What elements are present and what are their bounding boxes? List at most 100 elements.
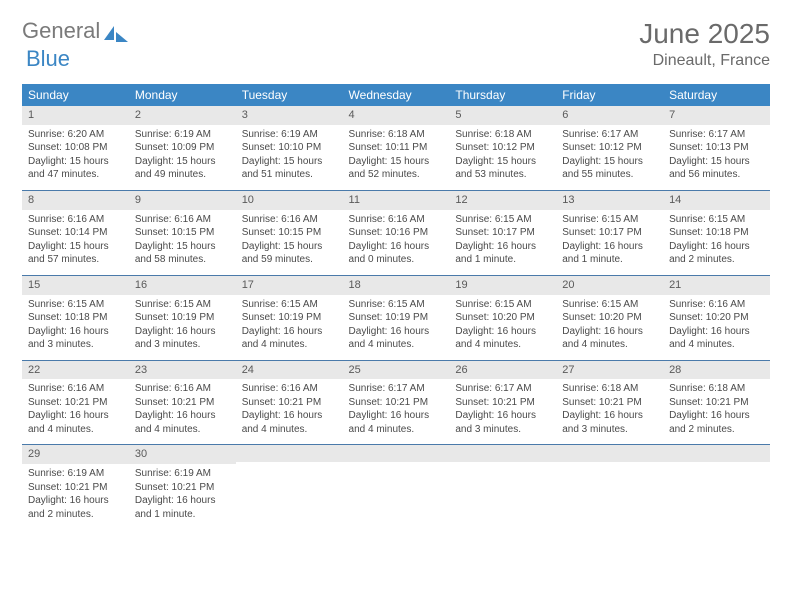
sunrise-line: Sunrise: 6:16 AM	[28, 382, 123, 396]
location: Dineault, France	[639, 52, 770, 70]
day-cell: 26Sunrise: 6:17 AMSunset: 10:21 PMDaylig…	[449, 360, 556, 445]
sunrise-line: Sunrise: 6:16 AM	[669, 298, 764, 312]
sunrise-line: Sunrise: 6:19 AM	[28, 467, 123, 481]
day-content: Sunrise: 6:18 AMSunset: 10:21 PMDaylight…	[663, 379, 770, 444]
day-number: 15	[22, 276, 129, 295]
logo: General	[22, 18, 130, 44]
day-number: 9	[129, 191, 236, 210]
daylight-line: Daylight: 16 hours and 1 minute.	[135, 494, 230, 521]
sunrise-line: Sunrise: 6:19 AM	[135, 128, 230, 142]
day-cell: 8Sunrise: 6:16 AMSunset: 10:14 PMDayligh…	[22, 190, 129, 275]
daylight-line: Daylight: 16 hours and 2 minutes.	[28, 494, 123, 521]
day-number: 26	[449, 361, 556, 380]
day-number: 27	[556, 361, 663, 380]
weekday-sunday: Sunday	[22, 84, 129, 106]
sunrise-line: Sunrise: 6:15 AM	[455, 298, 550, 312]
day-cell: 18Sunrise: 6:15 AMSunset: 10:19 PMDaylig…	[343, 275, 450, 360]
sunrise-line: Sunrise: 6:16 AM	[135, 213, 230, 227]
weekday-header-row: Sunday Monday Tuesday Wednesday Thursday…	[22, 84, 770, 106]
day-number: 28	[663, 361, 770, 380]
sunset-line: Sunset: 10:11 PM	[349, 141, 444, 155]
day-content: Sunrise: 6:15 AMSunset: 10:20 PMDaylight…	[556, 295, 663, 360]
title-block: June 2025 Dineault, France	[639, 18, 770, 70]
sunrise-line: Sunrise: 6:18 AM	[562, 382, 657, 396]
day-number: 7	[663, 106, 770, 125]
sunset-line: Sunset: 10:21 PM	[242, 396, 337, 410]
week-row: 22Sunrise: 6:16 AMSunset: 10:21 PMDaylig…	[22, 360, 770, 445]
day-content: Sunrise: 6:16 AMSunset: 10:15 PMDaylight…	[236, 210, 343, 275]
day-content: Sunrise: 6:17 AMSunset: 10:21 PMDaylight…	[343, 379, 450, 444]
day-content: Sunrise: 6:19 AMSunset: 10:21 PMDaylight…	[22, 464, 129, 529]
day-number: 23	[129, 361, 236, 380]
daylight-line: Daylight: 15 hours and 56 minutes.	[669, 155, 764, 182]
day-number: 17	[236, 276, 343, 295]
daylight-line: Daylight: 16 hours and 4 minutes.	[242, 409, 337, 436]
sunset-line: Sunset: 10:21 PM	[28, 481, 123, 495]
sunrise-line: Sunrise: 6:18 AM	[455, 128, 550, 142]
sunset-line: Sunset: 10:20 PM	[562, 311, 657, 325]
day-cell: 10Sunrise: 6:16 AMSunset: 10:15 PMDaylig…	[236, 190, 343, 275]
daylight-line: Daylight: 16 hours and 1 minute.	[455, 240, 550, 267]
empty-day-number	[343, 445, 450, 462]
day-number: 20	[556, 276, 663, 295]
day-cell: 23Sunrise: 6:16 AMSunset: 10:21 PMDaylig…	[129, 360, 236, 445]
daylight-line: Daylight: 15 hours and 59 minutes.	[242, 240, 337, 267]
logo-blue-wrap: Blue	[26, 46, 70, 72]
day-number: 29	[22, 445, 129, 464]
day-cell: 20Sunrise: 6:15 AMSunset: 10:20 PMDaylig…	[556, 275, 663, 360]
day-content: Sunrise: 6:20 AMSunset: 10:08 PMDaylight…	[22, 125, 129, 190]
day-content: Sunrise: 6:16 AMSunset: 10:14 PMDaylight…	[22, 210, 129, 275]
day-content: Sunrise: 6:18 AMSunset: 10:21 PMDaylight…	[556, 379, 663, 444]
day-number: 25	[343, 361, 450, 380]
daylight-line: Daylight: 16 hours and 2 minutes.	[669, 240, 764, 267]
empty-day-number	[236, 445, 343, 462]
sunrise-line: Sunrise: 6:16 AM	[349, 213, 444, 227]
sunrise-line: Sunrise: 6:15 AM	[562, 298, 657, 312]
day-number: 14	[663, 191, 770, 210]
empty-day-number	[449, 445, 556, 462]
logo-triangle2-icon	[116, 32, 128, 42]
sunset-line: Sunset: 10:18 PM	[28, 311, 123, 325]
weekday-saturday: Saturday	[663, 84, 770, 106]
weekday-tuesday: Tuesday	[236, 84, 343, 106]
daylight-line: Daylight: 15 hours and 57 minutes.	[28, 240, 123, 267]
day-content: Sunrise: 6:16 AMSunset: 10:16 PMDaylight…	[343, 210, 450, 275]
sunset-line: Sunset: 10:20 PM	[455, 311, 550, 325]
daylight-line: Daylight: 16 hours and 4 minutes.	[28, 409, 123, 436]
sunset-line: Sunset: 10:21 PM	[135, 481, 230, 495]
daylight-line: Daylight: 16 hours and 3 minutes.	[455, 409, 550, 436]
day-cell: 15Sunrise: 6:15 AMSunset: 10:18 PMDaylig…	[22, 275, 129, 360]
day-number: 30	[129, 445, 236, 464]
day-number: 21	[663, 276, 770, 295]
daylight-line: Daylight: 16 hours and 3 minutes.	[562, 409, 657, 436]
day-cell: 21Sunrise: 6:16 AMSunset: 10:20 PMDaylig…	[663, 275, 770, 360]
daylight-line: Daylight: 15 hours and 47 minutes.	[28, 155, 123, 182]
sunset-line: Sunset: 10:21 PM	[28, 396, 123, 410]
sunset-line: Sunset: 10:19 PM	[349, 311, 444, 325]
sunset-line: Sunset: 10:17 PM	[562, 226, 657, 240]
day-cell: 28Sunrise: 6:18 AMSunset: 10:21 PMDaylig…	[663, 360, 770, 445]
sunset-line: Sunset: 10:14 PM	[28, 226, 123, 240]
sunset-line: Sunset: 10:20 PM	[669, 311, 764, 325]
header: General June 2025 Dineault, France	[22, 18, 770, 70]
day-content: Sunrise: 6:15 AMSunset: 10:18 PMDaylight…	[663, 210, 770, 275]
day-cell	[236, 445, 343, 529]
day-content: Sunrise: 6:16 AMSunset: 10:21 PMDaylight…	[129, 379, 236, 444]
day-number: 24	[236, 361, 343, 380]
day-cell: 27Sunrise: 6:18 AMSunset: 10:21 PMDaylig…	[556, 360, 663, 445]
sunset-line: Sunset: 10:16 PM	[349, 226, 444, 240]
sunrise-line: Sunrise: 6:15 AM	[349, 298, 444, 312]
day-cell: 14Sunrise: 6:15 AMSunset: 10:18 PMDaylig…	[663, 190, 770, 275]
day-cell: 30Sunrise: 6:19 AMSunset: 10:21 PMDaylig…	[129, 445, 236, 529]
day-content: Sunrise: 6:15 AMSunset: 10:18 PMDaylight…	[22, 295, 129, 360]
sunrise-line: Sunrise: 6:18 AM	[349, 128, 444, 142]
day-cell: 3Sunrise: 6:19 AMSunset: 10:10 PMDayligh…	[236, 106, 343, 190]
week-row: 1Sunrise: 6:20 AMSunset: 10:08 PMDayligh…	[22, 106, 770, 190]
day-number: 8	[22, 191, 129, 210]
weekday-wednesday: Wednesday	[343, 84, 450, 106]
sunset-line: Sunset: 10:09 PM	[135, 141, 230, 155]
sunrise-line: Sunrise: 6:15 AM	[669, 213, 764, 227]
day-cell	[556, 445, 663, 529]
sunrise-line: Sunrise: 6:19 AM	[242, 128, 337, 142]
empty-day-content	[556, 462, 663, 517]
